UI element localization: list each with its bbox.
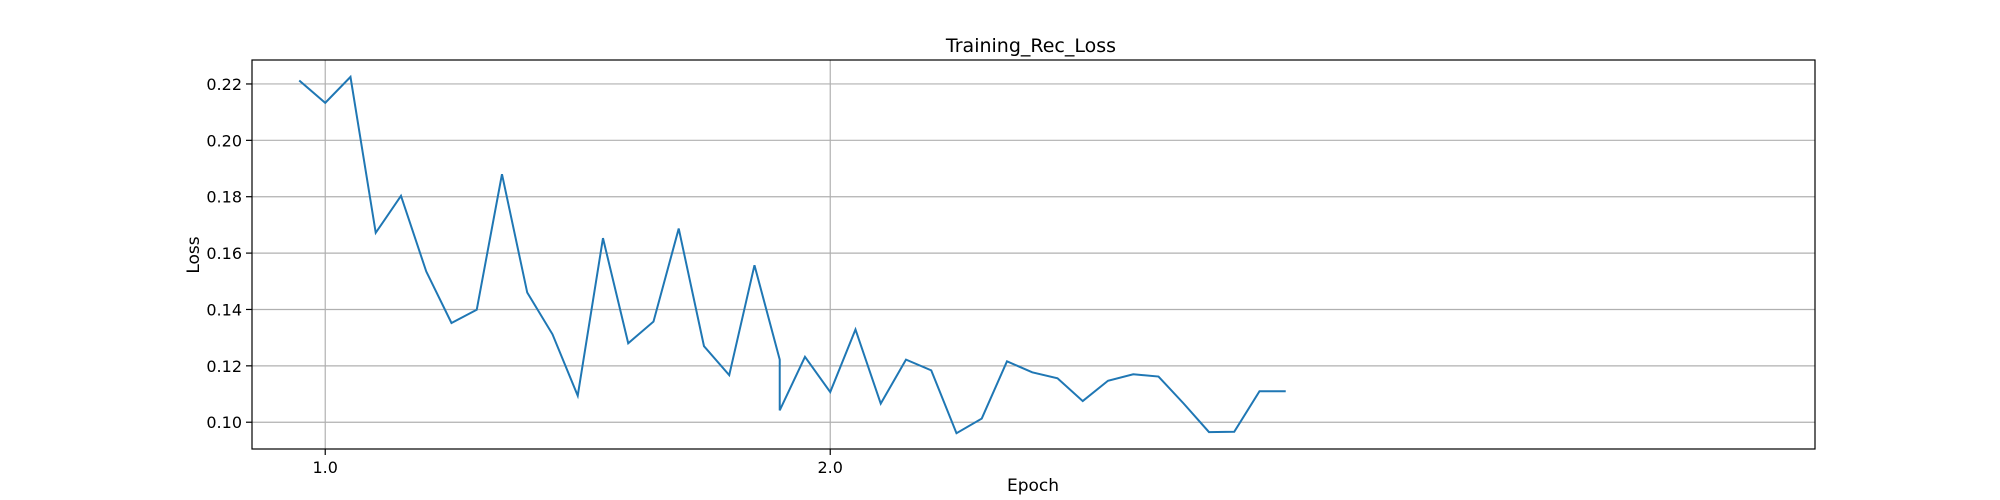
x-axis-label: Epoch <box>1007 476 1059 496</box>
series-layer <box>298 74 1286 435</box>
y-tick-label: 0.18 <box>206 188 242 207</box>
grid-lines <box>252 60 1815 449</box>
y-tick-label: 0.22 <box>206 75 242 94</box>
y-tick-label: 0.16 <box>206 244 242 263</box>
y-tick-label: 0.14 <box>206 300 242 319</box>
y-axis-label: Loss <box>184 236 204 273</box>
x-tick-label: 1.0 <box>312 458 337 477</box>
x-tick-label: 2.0 <box>818 458 843 477</box>
y-tick-label: 0.20 <box>206 131 242 150</box>
chart-title: Training_Rec_Loss <box>945 35 1116 57</box>
series-line-0 <box>298 74 1286 435</box>
y-tick-label: 0.12 <box>206 357 242 376</box>
ticks-layer: 0.10 0.12 0.14 0.16 0.18 0.20 0.22 1.0 2.0 <box>206 75 843 477</box>
plot-frame <box>251 59 1816 450</box>
y-tick-label: 0.10 <box>206 413 242 432</box>
